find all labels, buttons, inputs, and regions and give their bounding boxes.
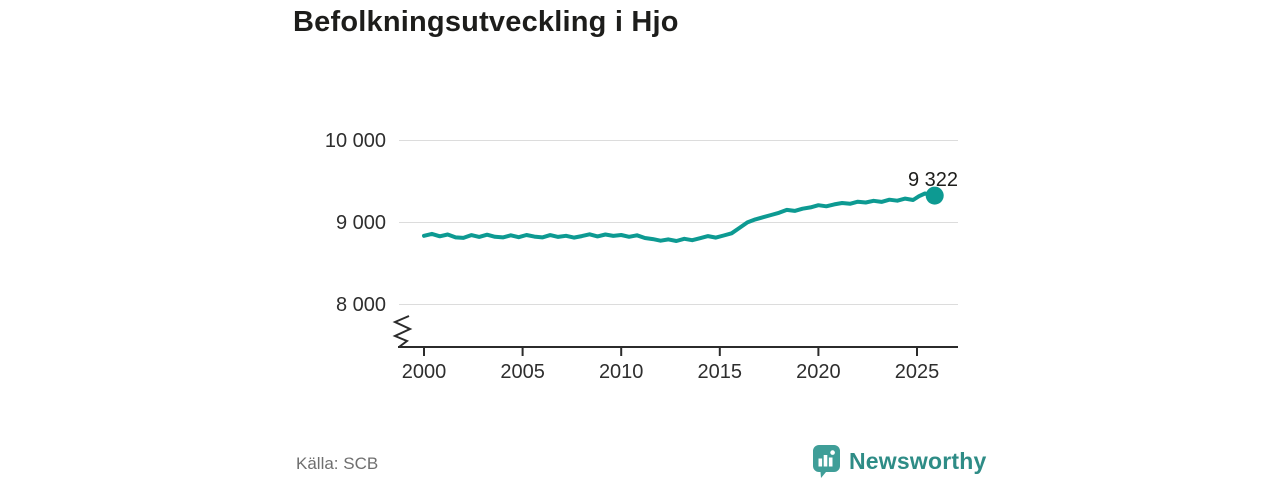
newsworthy-wordmark: Newsworthy: [849, 447, 987, 474]
y-tick-label-10000: 10 000: [325, 130, 386, 152]
end-point-marker: [925, 186, 944, 205]
x-tick-label-2025: 2025: [895, 361, 940, 383]
x-tick-label-2010: 2010: [599, 361, 644, 383]
y-tick-label-9000: 9 000: [336, 212, 386, 234]
x-tick-label-2020: 2020: [796, 361, 841, 383]
x-tick-label-2005: 2005: [500, 361, 545, 383]
x-tick-label-2000: 2000: [402, 361, 447, 383]
x-tick-label-2015: 2015: [698, 361, 743, 383]
x-axis-ticks: [423, 347, 918, 356]
y-axis-labels: 10 000 9 000 8 000: [325, 130, 386, 316]
gridlines: [399, 140, 958, 305]
x-axis-labels: 2000 2005 2010 2015 2020 2025: [402, 361, 940, 383]
newsworthy-bubble-chart-icon: [813, 445, 840, 478]
source-caption: Källa: SCB: [296, 454, 379, 473]
end-value-label: 9 322: [908, 169, 958, 191]
y-tick-label-8000: 8 000: [336, 294, 386, 316]
bar-chart-glyph: [818, 450, 835, 467]
page-title: Befolkningsutveckling i Hjo: [293, 6, 679, 38]
newsworthy-logo: Newsworthy: [811, 444, 986, 478]
axis-break-icon: [392, 315, 413, 348]
population-line: [422, 191, 937, 243]
